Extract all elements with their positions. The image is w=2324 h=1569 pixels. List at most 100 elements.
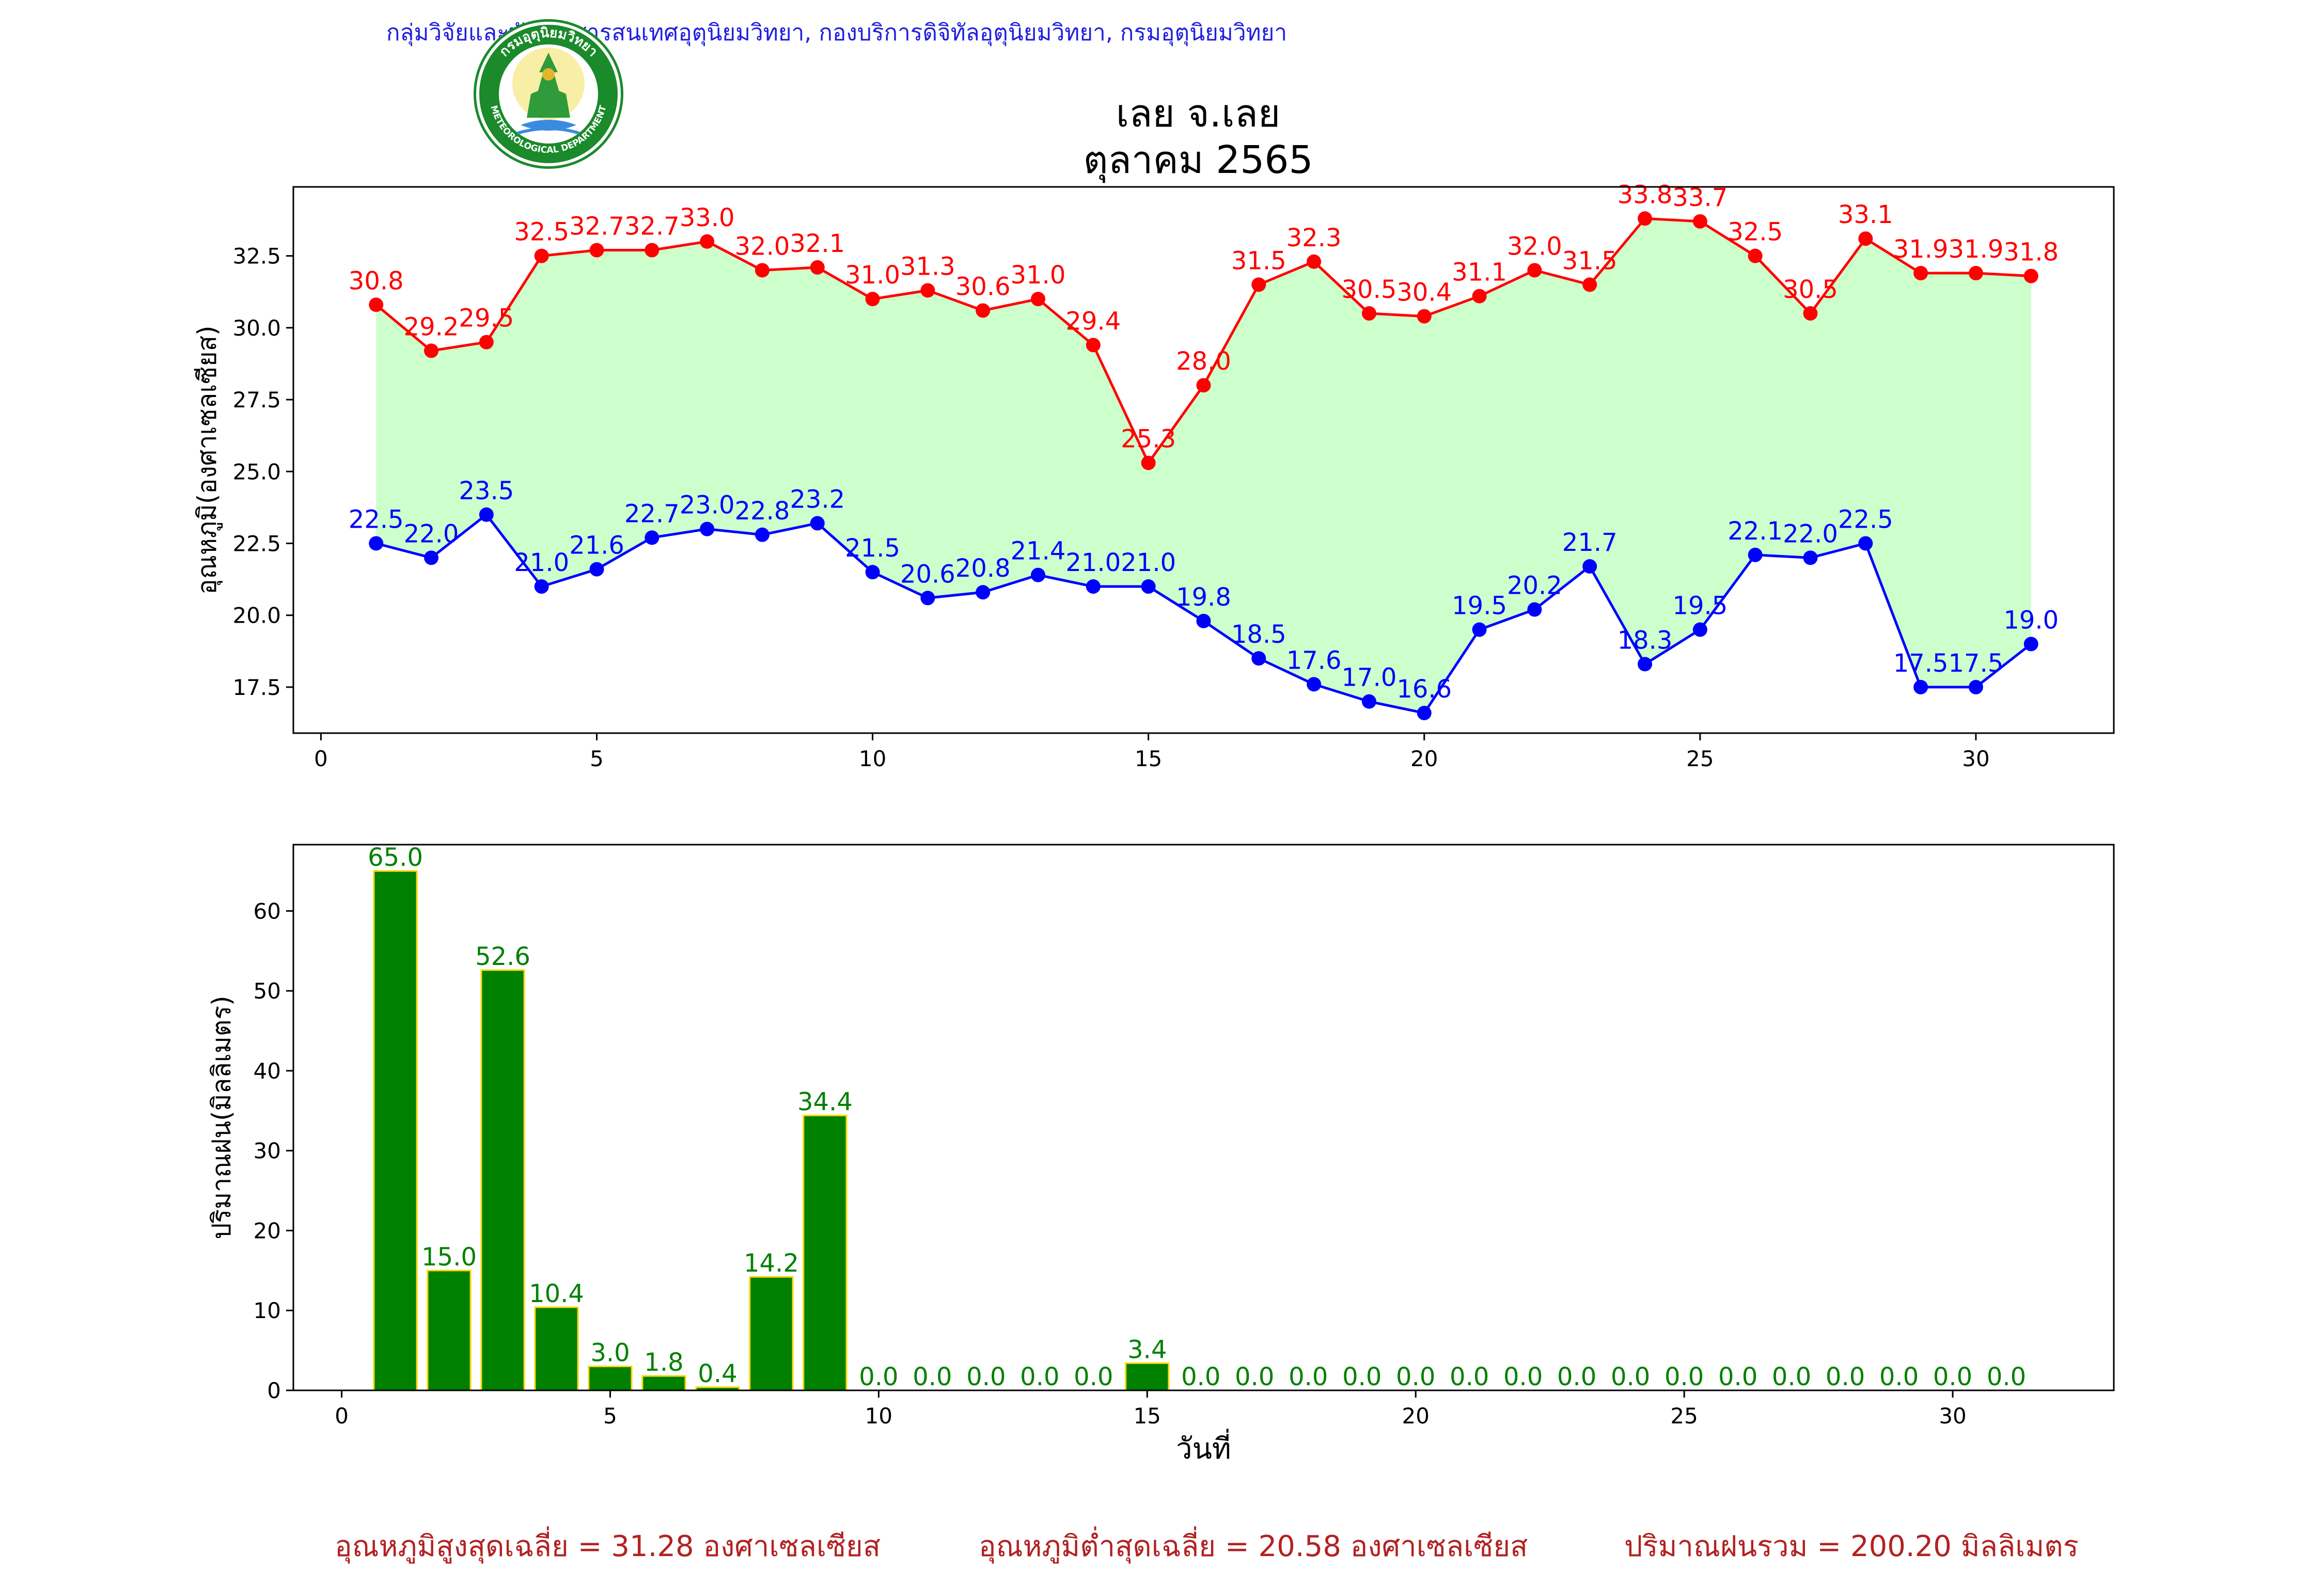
tmax-point [1141,455,1156,470]
average-max-temperature: อุณหภูมิสูงสุดเฉลี่ย = 31.28 องศาเซลเซีย… [335,1530,881,1563]
tmax-value-label: 31.0 [845,261,900,290]
tmax-point [1361,306,1376,321]
tmax-value-label: 25.3 [1121,425,1176,454]
tmin-value-label: 22.5 [1838,505,1893,534]
tmin-point [1031,567,1046,582]
rainfall-value-label: 0.0 [1557,1362,1596,1391]
tmin-point [700,521,715,536]
temperature-x-tick-label: 0 [314,746,328,771]
tmin-point [755,527,770,542]
tmax-value-label: 32.3 [1286,224,1342,252]
rainfall-value-label: 34.4 [797,1088,853,1117]
tmin-point [1692,622,1707,637]
tmin-point [1638,657,1653,672]
tmin-value-label: 17.0 [1342,663,1397,692]
rainfall-value-label: 1.8 [644,1348,683,1377]
tmin-point [976,585,991,600]
tmax-value-label: 30.5 [1783,275,1838,304]
rainfall-bar [480,969,525,1391]
tmax-value-label: 32.7 [569,212,624,241]
meteorological-department-logo: กรมอุตุนิยมวิทยา METEOROLOGICAL DEPARTME… [474,19,623,169]
tmin-value-label: 23.0 [680,491,735,520]
rainfall-x-axis-label: วันที่ [1176,1429,1231,1466]
rainfall-value-label: 14.2 [744,1249,799,1278]
tmin-point [1858,536,1873,551]
tmin-point [424,550,439,565]
tmax-point [1968,266,1983,281]
rainfall-bar [1125,1362,1170,1391]
tmax-point [755,263,770,278]
rainfall-chart: 65.0 15.0 52.6 10.4 3.0 1.8 0.4 14.2 34.4 0.0 0.0 0… [207,843,2115,1466]
tmin-value-label: 22.5 [349,505,404,534]
tmin-point [2023,637,2038,652]
temperature-y-tick-label: 22.5 [232,531,281,556]
tmin-point [534,579,549,594]
rainfall-value-label: 0.0 [1879,1362,1919,1391]
rainfall-x-tick-label: 25 [1670,1403,1698,1429]
tmax-value-label: 32.5 [1728,218,1783,247]
tmax-point [1858,231,1873,246]
tmax-point [534,248,549,263]
tmax-point [920,283,935,298]
rainfall-value-label: 0.0 [913,1362,952,1391]
tmin-point [865,565,880,580]
rainfall-bar [427,1270,472,1391]
tmax-value-label: 32.0 [735,232,790,261]
tmin-value-label: 19.0 [2003,606,2059,635]
tmax-value-label: 31.9 [1893,235,1949,264]
temperature-x-tick-label: 15 [1135,746,1162,771]
tmax-value-label: 29.2 [404,312,459,341]
tmax-value-label: 32.5 [514,218,569,247]
tmax-point [1472,289,1487,304]
tmax-value-label: 33.7 [1672,183,1728,212]
tmin-value-label: 22.8 [735,497,790,526]
tmax-point [1527,263,1542,278]
rainfall-value-label: 0.0 [1987,1362,2026,1391]
tmax-value-label: 31.1 [1452,258,1507,287]
rainfall-x-tick-label: 20 [1402,1403,1430,1429]
tmax-value-label: 31.5 [1562,246,1618,275]
tmax-point [1692,214,1707,229]
rainfall-y-tick-label: 60 [254,898,281,924]
tmax-value-label: 31.3 [900,252,955,281]
tmin-point [479,507,494,522]
temperature-x-tick-label: 5 [590,746,604,771]
temperature-y-tick-label: 25.0 [232,459,281,484]
tmax-point [1196,378,1211,393]
rainfall-value-label: 52.6 [475,942,530,971]
tmin-value-label: 19.8 [1176,583,1231,612]
rainfall-y-axis-label: ปริมาณฝน(มิลลิเมตร) [207,995,237,1239]
temperature-x-tick-label: 30 [1962,746,1989,771]
rainfall-x-tick-label: 10 [865,1403,892,1429]
rainfall-value-label: 0.0 [1289,1362,1328,1391]
tmax-point [1251,277,1266,292]
rainfall-value-label: 0.0 [1826,1362,1865,1391]
tmin-value-label: 17.5 [1949,649,2004,678]
tmin-point [1803,550,1818,565]
tmin-point [369,536,384,551]
tmax-value-label: 32.1 [790,229,845,258]
temperature-plot-frame [292,186,2115,734]
rainfall-value-label: 0.0 [1235,1362,1274,1391]
tmin-value-label: 22.0 [1783,519,1838,548]
tmin-value-label: 18.3 [1618,626,1673,655]
temperature-x-tick-label: 20 [1410,746,1438,771]
tmin-value-label: 23.2 [790,485,845,514]
tmax-point [1031,292,1046,307]
tmin-point [1251,651,1266,666]
temperature-y-tick-label: 20.0 [232,603,281,628]
rainfall-value-label: 10.4 [529,1279,584,1308]
rainfall-bar [373,870,418,1391]
tmin-value-label: 19.5 [1452,592,1507,621]
rainfall-y-tick-label: 30 [254,1138,281,1164]
temperature-y-tick-label: 27.5 [232,387,281,413]
rainfall-y-tick-label: 10 [254,1298,281,1323]
rainfall-value-label: 0.0 [859,1362,898,1391]
rainfall-value-label: 0.0 [1020,1362,1059,1391]
tmin-point [1307,677,1322,692]
tmin-point [1086,579,1101,594]
tmin-value-label: 20.6 [900,560,955,589]
rainfall-value-label: 65.0 [368,843,423,872]
tmin-value-label: 17.5 [1893,649,1949,678]
